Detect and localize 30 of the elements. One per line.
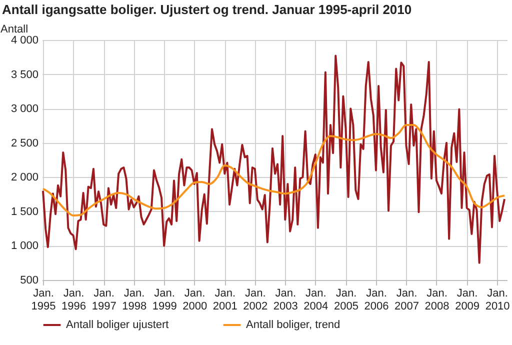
x-tick-label: Jan. 1995 <box>31 288 56 312</box>
legend-label: Antall boliger, trend <box>246 319 340 331</box>
x-tick-label: Jan. 2010 <box>485 288 510 312</box>
x-tick-label: Jan. 1997 <box>92 288 116 312</box>
x-tick-label: Jan. 2007 <box>394 288 419 312</box>
line-series <box>42 54 506 264</box>
x-tick-label: Jan. 1996 <box>62 288 86 312</box>
x-tick-label: Jan. 1999 <box>152 288 177 312</box>
x-tick-label: Jan. 2006 <box>364 288 389 312</box>
x-tick-label: Jan. 2005 <box>334 288 358 312</box>
y-tick-label: 1 500 <box>10 206 38 218</box>
x-tick-label: Jan. 2004 <box>304 288 328 312</box>
y-axis-title: Antall <box>0 24 28 36</box>
y-tick-label: 500 <box>20 274 38 286</box>
y-tick-label: 2 000 <box>10 172 38 184</box>
x-tick-label: Jan. 2009 <box>455 288 480 312</box>
x-tick-label: Jan. 2000 <box>182 288 208 312</box>
y-tick-label: 3 000 <box>10 103 38 116</box>
legend-label: Antall boliger ujustert <box>66 319 169 331</box>
y-tick-label: 1 000 <box>10 240 38 252</box>
y-tick-label: 2 500 <box>10 137 38 150</box>
y-tick-label: 4 000 <box>10 34 38 46</box>
x-tick-label: Jan. 1998 <box>122 288 147 312</box>
line-series <box>42 124 506 217</box>
chart-title: Antall igangsatte boliger. Ujustert og trend. Januar 1995-april 2010 <box>2 2 412 17</box>
y-tick-label: 3 500 <box>10 68 38 81</box>
x-tick-label: Jan. 2001 <box>212 288 238 312</box>
x-tick-label: Jan. 2008 <box>424 288 450 312</box>
x-tick-label: Jan. 2003 <box>273 288 298 312</box>
x-tick-label: Jan. 2002 <box>243 288 268 312</box>
